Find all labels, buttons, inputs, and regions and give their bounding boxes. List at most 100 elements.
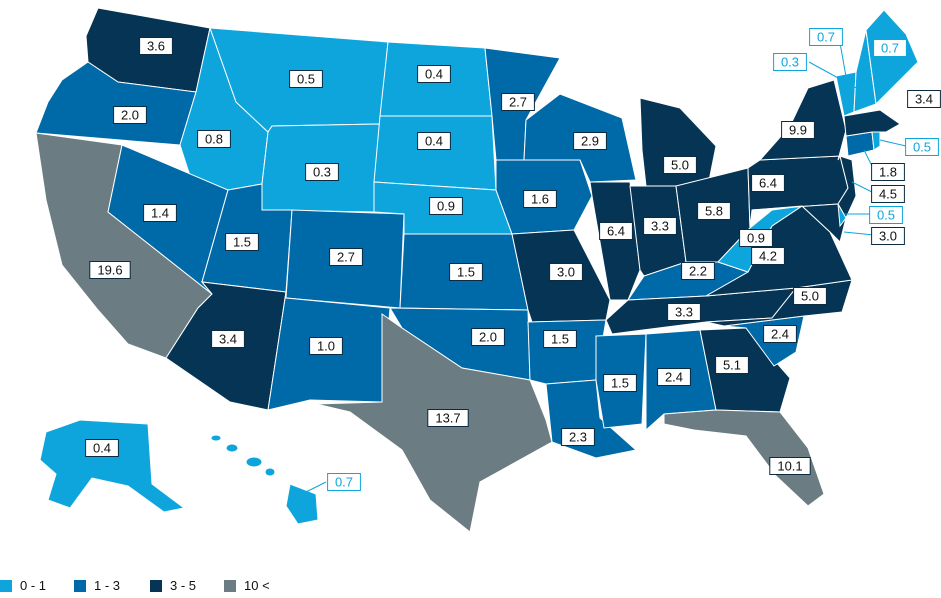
value-label-text: 0.3: [781, 55, 799, 70]
value-label-MO: 3.0: [549, 263, 583, 281]
value-label-text: 1.8: [879, 165, 897, 180]
value-label-text: 4.5: [879, 187, 897, 202]
value-label-AR: 1.5: [543, 330, 577, 348]
value-label-UT: 1.5: [225, 233, 259, 251]
value-label-VA: 4.2: [751, 247, 785, 265]
value-label-box: [501, 93, 535, 111]
value-label-NY: 9.9: [781, 121, 815, 139]
value-label-WI: 2.9: [573, 132, 607, 150]
value-label-WY: 0.3: [305, 163, 339, 181]
value-label-text: 2.7: [509, 95, 527, 110]
value-label-box: [681, 262, 715, 280]
value-label-box: [907, 90, 941, 108]
value-label-text: 1.0: [317, 339, 335, 354]
legend: 0 - 1 1 - 3 3 - 5 10 <: [0, 578, 941, 598]
value-label-text: 0.9: [747, 231, 765, 246]
state-AK[interactable]: [39, 419, 186, 513]
value-label-text: 0.4: [425, 67, 443, 82]
value-label-MT: 0.5: [289, 70, 323, 88]
legend-label: 1 - 3: [94, 578, 121, 593]
legend-item-0-1: 0 - 1: [0, 578, 46, 593]
legend-swatch-icon: [0, 579, 12, 592]
state-MA[interactable]: [843, 109, 901, 137]
value-label-NM: 1.0: [309, 337, 343, 355]
value-label-text: 2.2: [689, 264, 707, 279]
value-label-box: [85, 439, 119, 457]
value-labels: 3.6 2.0 19.6 0.8 1.4 0.5 0.3 1.5 2.7 3.4 1.0 0.4 0.4…: [85, 28, 941, 491]
value-label-text: 3.4: [219, 332, 237, 347]
value-label-box: [869, 206, 903, 224]
value-label-MS: 1.5: [603, 374, 637, 392]
value-label-text: 0.3: [313, 165, 331, 180]
value-label-text: 10.1: [777, 459, 802, 474]
value-label-box: [549, 263, 583, 281]
value-label-text: 0.7: [335, 475, 353, 490]
value-label-CO: 2.7: [329, 248, 363, 266]
value-label-text: 9.9: [789, 123, 807, 138]
state-NY[interactable]: [758, 79, 847, 161]
leader-NH: [808, 61, 861, 91]
value-label-box: [523, 190, 557, 208]
value-label-CA: 19.6: [89, 261, 131, 279]
leader-MD: [843, 231, 875, 236]
value-label-text: 5.1: [723, 358, 741, 373]
value-label-box: [905, 138, 939, 156]
value-label-box: [871, 227, 905, 245]
value-label-NV: 1.4: [143, 204, 177, 222]
us-map: 3.6 2.0 19.6 0.8 1.4 0.5 0.3 1.5 2.7 3.4 1.0 0.4 0.4…: [35, 7, 941, 533]
value-label-box: [427, 409, 469, 427]
value-label-box: [873, 39, 907, 57]
value-label-box: [543, 330, 577, 348]
value-label-AZ: 3.4: [211, 330, 245, 348]
value-label-MA: 3.4: [907, 90, 941, 108]
value-label-box: [793, 287, 827, 305]
value-label-SD: 0.4: [417, 132, 451, 150]
value-label-box: [417, 65, 451, 83]
value-label-text: 2.7: [337, 250, 355, 265]
state-FL[interactable]: [663, 409, 825, 507]
value-label-box: [667, 303, 701, 321]
value-label-OH: 5.8: [697, 202, 731, 220]
value-label-box: [697, 202, 731, 220]
state-OR[interactable]: [35, 61, 197, 146]
value-label-DE: 0.5: [869, 206, 903, 224]
value-label-text: 0.4: [425, 134, 443, 149]
value-label-box: [773, 53, 807, 71]
value-label-IA: 1.6: [523, 190, 557, 208]
state-RI[interactable]: [871, 131, 881, 151]
value-label-text: 0.7: [881, 41, 899, 56]
value-label-box: [329, 248, 363, 266]
value-label-text: 0.7: [817, 30, 835, 45]
value-label-WA: 3.6: [139, 37, 173, 55]
value-label-box: [225, 233, 259, 251]
value-label-box: [599, 222, 633, 240]
value-label-AK: 0.4: [85, 439, 119, 457]
value-label-box: [89, 261, 131, 279]
value-label-box: [871, 185, 905, 203]
value-label-box: [715, 356, 749, 374]
value-label-text: 2.3: [569, 430, 587, 445]
value-label-text: 5.8: [705, 204, 723, 219]
leader-NJ: [851, 181, 875, 194]
state-AR[interactable]: [527, 319, 607, 385]
value-label-text: 3.0: [879, 229, 897, 244]
value-label-box: [429, 197, 463, 215]
value-label-FL: 10.1: [769, 457, 811, 475]
value-label-text: 0.5: [877, 208, 895, 223]
value-label-HI: 0.7: [327, 473, 361, 491]
state-DE[interactable]: [837, 203, 847, 228]
state-HI[interactable]: [210, 434, 319, 525]
value-label-WV: 0.9: [739, 229, 773, 247]
value-label-box: [643, 217, 677, 235]
value-label-box: [769, 457, 811, 475]
value-label-IL: 6.4: [599, 222, 633, 240]
value-label-ND: 0.4: [417, 65, 451, 83]
legend-label: 3 - 5: [170, 578, 197, 593]
value-label-MI: 5.0: [663, 156, 697, 174]
value-label-box: [113, 106, 147, 124]
value-label-ID: 0.8: [197, 130, 231, 148]
value-label-box: [739, 229, 773, 247]
legend-swatch-icon: [74, 579, 86, 592]
state-SD[interactable]: [373, 115, 497, 191]
value-label-text: 2.9: [581, 134, 599, 149]
